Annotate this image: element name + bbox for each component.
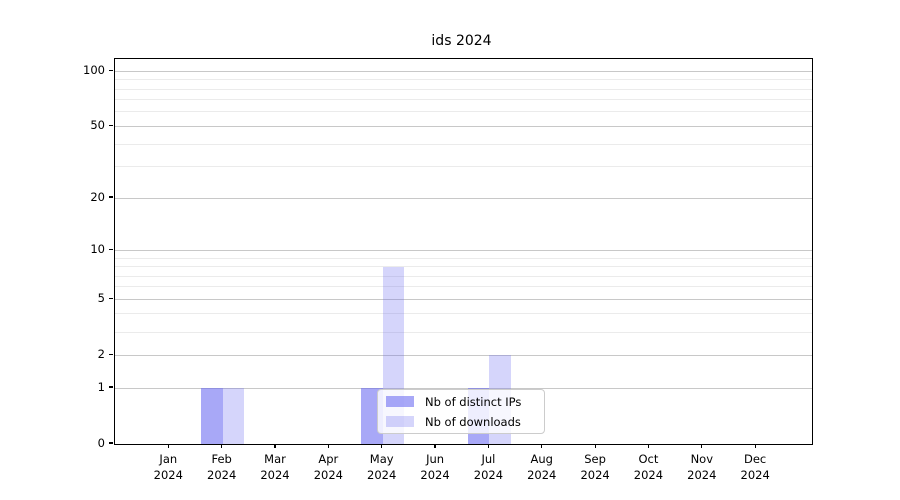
x-axis-tick-mark [594,444,596,449]
x-axis-tick-label: Oct 2024 [633,452,664,482]
plot-area [113,57,813,445]
x-axis-tick-label: Nov 2024 [687,452,717,482]
y-axis-tick-label: 10 [90,242,105,257]
grid-line-major [114,249,812,251]
x-axis-tick-mark [754,444,756,449]
x-axis-tick-label: Apr 2024 [313,452,343,482]
grid-line-major [114,387,812,389]
x-axis-tick-label: Jul 2024 [473,452,504,482]
y-axis-tick-label: 5 [97,291,105,306]
y-axis-tick-label: 0 [97,436,105,450]
legend-item-distinct-ips: Nb of distinct IPs [386,394,544,410]
grid-line-minor [114,143,812,145]
grid-line-major [114,70,812,72]
x-axis-tick-mark [274,444,276,449]
grid-line-minor [114,266,812,267]
bar-nb-of-distinct-ips-feb [201,388,223,444]
grid-line-minor [114,331,812,333]
x-axis-tick-mark [647,444,650,449]
x-axis-tick-mark [701,444,703,449]
y-axis-tick-mark [109,248,113,250]
x-axis-tick-label: Sep 2024 [580,452,610,482]
y-axis-tick-mark [109,353,113,355]
y-axis-tick-mark [109,69,113,71]
legend: Nb of distinct IPs Nb of downloads [377,389,545,434]
y-axis-tick-label: 50 [90,118,105,133]
x-axis-tick-label: Dec 2024 [740,452,770,482]
x-axis-tick-mark [434,444,436,449]
grid-line-minor [114,313,812,315]
y-axis-tick-mark [109,196,113,198]
legend-label-distinct-ips: Nb of distinct IPs [425,394,522,409]
grid-line-minor [114,111,812,113]
grid-line-minor [114,286,812,288]
y-axis-tick-mark [109,124,113,126]
grid-line-minor [114,275,812,277]
grid-line-minor [114,79,812,81]
x-axis-tick-mark [541,444,543,449]
x-axis-tick-label: Feb 2024 [207,452,237,482]
y-axis-tick-label: 20 [90,190,105,205]
y-axis-tick-label: 2 [97,347,105,362]
legend-swatch-downloads [386,416,414,427]
legend-swatch-distinct-ips [386,396,414,407]
x-axis-tick-mark [381,444,383,449]
y-axis-tick-mark [109,442,113,444]
grid-line-minor [114,88,812,90]
grid-line-minor [114,257,812,259]
grid-line-major [114,354,812,356]
y-axis-tick-label: 100 [83,63,105,78]
y-axis-tick-mark [109,297,113,299]
y-axis-tick-label: 1 [97,380,105,394]
x-axis-tick-label: May 2024 [367,452,397,482]
x-axis-tick-mark [221,444,223,449]
grid-line-minor [114,166,812,168]
chart-title: ids 2024 [431,33,492,49]
bar-nb-of-downloads-feb [222,388,245,444]
grid-line-major [114,197,812,199]
legend-label-downloads: Nb of downloads [425,414,521,429]
x-axis-tick-label: Aug 2024 [527,452,557,482]
y-axis-tick-mark [109,386,113,388]
x-axis-tick-label: Jan 2024 [153,452,183,482]
x-axis-tick-mark [487,444,489,449]
grid-line-major [114,298,812,300]
x-axis-tick-label: Mar 2024 [260,452,290,482]
grid-line-major [114,125,812,127]
x-axis-tick-label: Jun 2024 [420,452,450,482]
grid-line-minor [114,99,812,101]
legend-item-downloads: Nb of downloads [386,414,544,430]
x-axis-tick-mark [327,444,329,449]
x-axis-tick-mark [167,444,169,449]
